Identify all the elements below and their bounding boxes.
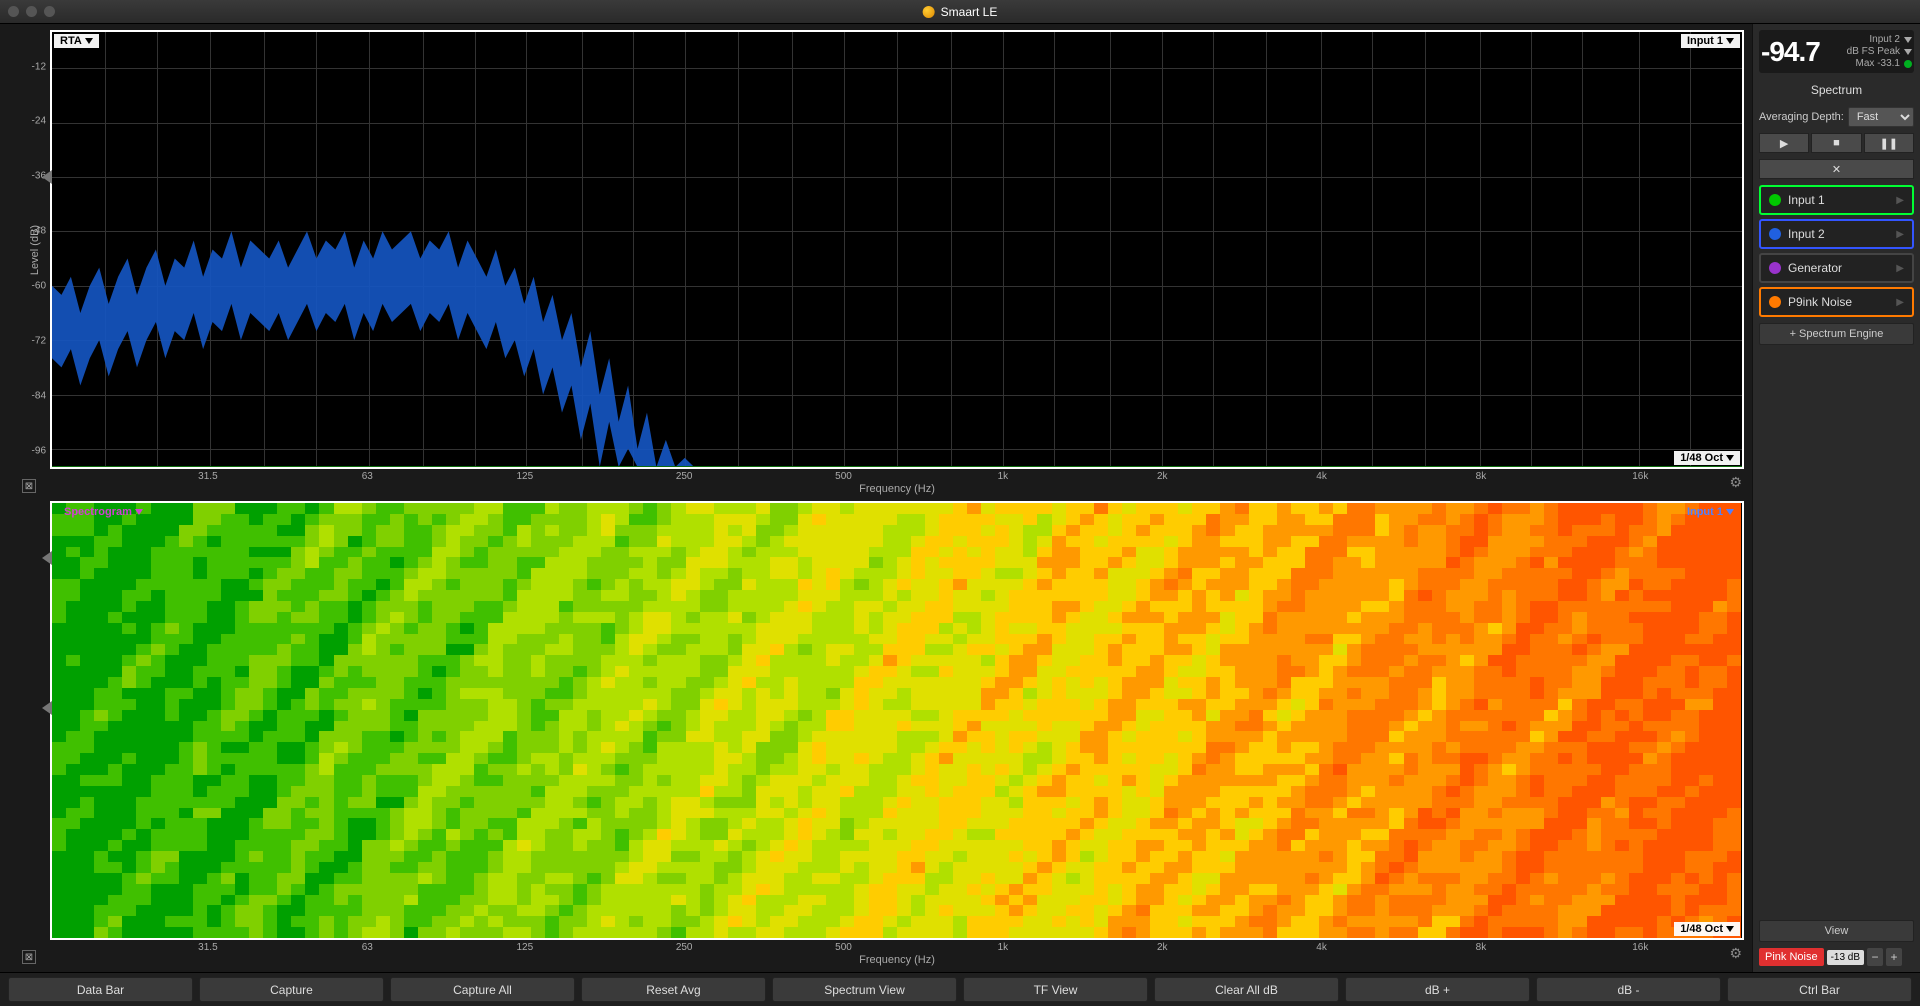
rta-ytick: -96 <box>32 445 46 456</box>
channel-play-icon: ▶ <box>1896 263 1904 274</box>
pause-button[interactable]: ❚❚ <box>1864 133 1914 153</box>
xtick: 8k <box>1476 942 1487 953</box>
channel-color-icon <box>1769 228 1781 240</box>
rta-ytick: -84 <box>32 390 46 401</box>
channel-label: Input 2 <box>1788 227 1889 241</box>
meter-value: -94.7 <box>1761 36 1820 68</box>
footer-db-+-button[interactable]: dB + <box>1345 977 1530 1002</box>
channel-color-icon <box>1769 262 1781 274</box>
rta-ytick: -60 <box>32 281 46 292</box>
meter-max: Max -33.1 <box>1856 58 1912 69</box>
generator-type-button[interactable]: Pink Noise <box>1759 948 1824 966</box>
footer-ctrl-bar-button[interactable]: Ctrl Bar <box>1727 977 1912 1002</box>
channel-color-icon <box>1769 194 1781 206</box>
xtick: 125 <box>516 471 533 482</box>
spectro-close-button[interactable]: ⊠ <box>22 950 36 964</box>
channel-input-1[interactable]: Input 1 ▶ <box>1759 185 1914 215</box>
spectro-band-dropdown[interactable]: 1/48 Oct <box>1674 922 1740 936</box>
channel-generator[interactable]: Generator ▶ <box>1759 253 1914 283</box>
rta-ytick: -12 <box>32 61 46 72</box>
level-meter: -94.7 Input 2 dB FS Peak Max -33.1 <box>1759 30 1914 73</box>
xtick: 250 <box>676 942 693 953</box>
channel-play-icon: ▶ <box>1896 297 1904 308</box>
spectro-input-dropdown[interactable]: Input 1 <box>1681 505 1740 519</box>
xtick: 2k <box>1157 942 1168 953</box>
channel-play-icon: ▶ <box>1896 195 1904 206</box>
window-zoom[interactable] <box>44 6 55 17</box>
rta-close-button[interactable]: ⊠ <box>22 479 36 493</box>
rta-ytick: -48 <box>32 226 46 237</box>
xtick: 1k <box>998 471 1009 482</box>
footer-toolbar: Data BarCaptureCapture AllReset AvgSpect… <box>0 972 1920 1006</box>
footer-capture-all-button[interactable]: Capture All <box>390 977 575 1002</box>
footer-db---button[interactable]: dB - <box>1536 977 1721 1002</box>
titlebar: Smaart LE <box>0 0 1920 24</box>
rta-input-dropdown[interactable]: Input 1 <box>1681 34 1740 48</box>
channel-play-icon: ▶ <box>1896 229 1904 240</box>
tools-button[interactable]: ✕ <box>1759 159 1914 179</box>
generator-plus-button[interactable]: + <box>1886 948 1902 966</box>
footer-tf-view-button[interactable]: TF View <box>963 977 1148 1002</box>
panel-title: Spectrum <box>1759 79 1914 101</box>
xtick: 500 <box>835 471 852 482</box>
xtick: 63 <box>362 471 373 482</box>
generator-level: -13 dB <box>1827 950 1864 965</box>
channel-label: Input 1 <box>1788 193 1889 207</box>
avg-depth-label: Averaging Depth: <box>1759 111 1844 123</box>
footer-data-bar-button[interactable]: Data Bar <box>8 977 193 1002</box>
channel-label: Generator <box>1788 261 1889 275</box>
rta-ytick: -72 <box>32 335 46 346</box>
generator-minus-button[interactable]: − <box>1867 948 1883 966</box>
xtick: 31.5 <box>198 471 217 482</box>
rta-panel: Level (dB) -12-24-36-48-60-72-84-96 RTA … <box>8 30 1744 497</box>
footer-capture-button[interactable]: Capture <box>199 977 384 1002</box>
xtick: 500 <box>835 942 852 953</box>
xtick: 16k <box>1632 471 1648 482</box>
window-minimize[interactable] <box>26 6 37 17</box>
rta-x-label: Frequency (Hz) <box>859 483 935 495</box>
xtick: 31.5 <box>198 942 217 953</box>
view-button[interactable]: View <box>1759 920 1914 942</box>
xtick: 125 <box>516 942 533 953</box>
xtick: 4k <box>1316 471 1327 482</box>
play-button[interactable]: ▶ <box>1759 133 1809 153</box>
stop-button[interactable]: ■ <box>1811 133 1861 153</box>
app-logo-icon <box>923 6 935 18</box>
spectrogram-panel: Spectrogram Input 1 1/48 Oct Frequency (… <box>8 501 1744 968</box>
channel-p9ink-noise[interactable]: P9ink Noise ▶ <box>1759 287 1914 317</box>
rta-band-dropdown[interactable]: 1/48 Oct <box>1674 451 1740 465</box>
window-close[interactable] <box>8 6 19 17</box>
spectro-x-label: Frequency (Hz) <box>859 954 935 966</box>
xtick: 4k <box>1316 942 1327 953</box>
channel-input-2[interactable]: Input 2 ▶ <box>1759 219 1914 249</box>
xtick: 2k <box>1157 471 1168 482</box>
channel-label: P9ink Noise <box>1788 295 1889 309</box>
spectro-type-dropdown[interactable]: Spectrogram <box>58 505 149 519</box>
add-engine-button[interactable]: + Spectrum Engine <box>1759 323 1914 345</box>
footer-spectrum-view-button[interactable]: Spectrum View <box>772 977 957 1002</box>
footer-clear-all-db-button[interactable]: Clear All dB <box>1154 977 1339 1002</box>
channel-color-icon <box>1769 296 1781 308</box>
sidebar: -94.7 Input 2 dB FS Peak Max -33.1 Spect… <box>1752 24 1920 972</box>
meter-mode-dropdown[interactable]: dB FS Peak <box>1847 46 1912 57</box>
spectro-settings-icon[interactable]: ⚙ <box>1729 945 1742 962</box>
rta-ytick: -24 <box>32 116 46 127</box>
footer-reset-avg-button[interactable]: Reset Avg <box>581 977 766 1002</box>
xtick: 8k <box>1476 471 1487 482</box>
rta-settings-icon[interactable]: ⚙ <box>1729 474 1742 491</box>
rta-plot[interactable]: RTA Input 1 1/48 Oct <box>50 30 1744 469</box>
rta-type-dropdown[interactable]: RTA <box>54 34 99 48</box>
spectrogram-plot[interactable]: Spectrogram Input 1 1/48 Oct <box>50 501 1744 940</box>
xtick: 16k <box>1632 942 1648 953</box>
xtick: 250 <box>676 471 693 482</box>
xtick: 1k <box>998 942 1009 953</box>
meter-input-dropdown[interactable]: Input 2 <box>1869 34 1912 45</box>
app-title: Smaart LE <box>941 5 998 19</box>
xtick: 63 <box>362 942 373 953</box>
avg-depth-select[interactable]: Fast <box>1848 107 1914 127</box>
